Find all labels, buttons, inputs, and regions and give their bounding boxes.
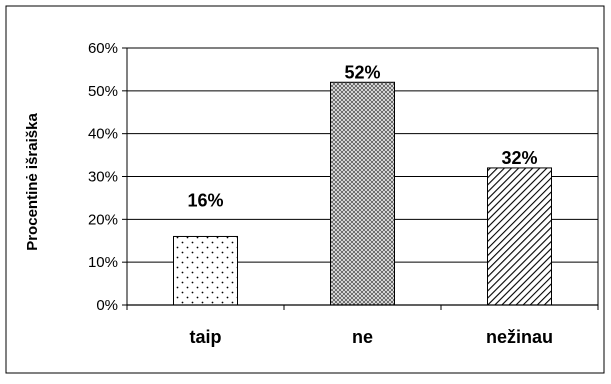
bar-ne [330, 81, 395, 306]
data-label-nežinau: 32% [501, 148, 537, 168]
x-tick-labels: taip ne nežinau [189, 327, 553, 347]
y-tick-label: 10% [88, 254, 118, 271]
y-tick-label: 50% [88, 83, 118, 100]
data-labels: 16% 52% 32% [187, 62, 537, 210]
y-tick-label: 60% [88, 40, 118, 57]
y-axis-title: Procentinė išraiška [24, 113, 41, 251]
x-label-taip: taip [189, 327, 221, 347]
data-label-taip: 16% [187, 190, 223, 210]
axes [122, 47, 599, 310]
y-tick-label: 30% [88, 169, 118, 186]
bar-taip [173, 235, 238, 306]
y-tick-label: 40% [88, 126, 118, 143]
bars [173, 81, 552, 306]
y-tick-label: 0% [96, 297, 118, 314]
x-label-nežinau: nežinau [486, 327, 553, 347]
x-label-ne: ne [352, 327, 373, 347]
bar-nežinau [487, 167, 552, 306]
data-label-ne: 52% [344, 62, 380, 82]
y-tick-labels: 0% 10% 20% 30% 40% 50% 60% [88, 40, 118, 314]
y-tick-label: 20% [88, 211, 118, 228]
